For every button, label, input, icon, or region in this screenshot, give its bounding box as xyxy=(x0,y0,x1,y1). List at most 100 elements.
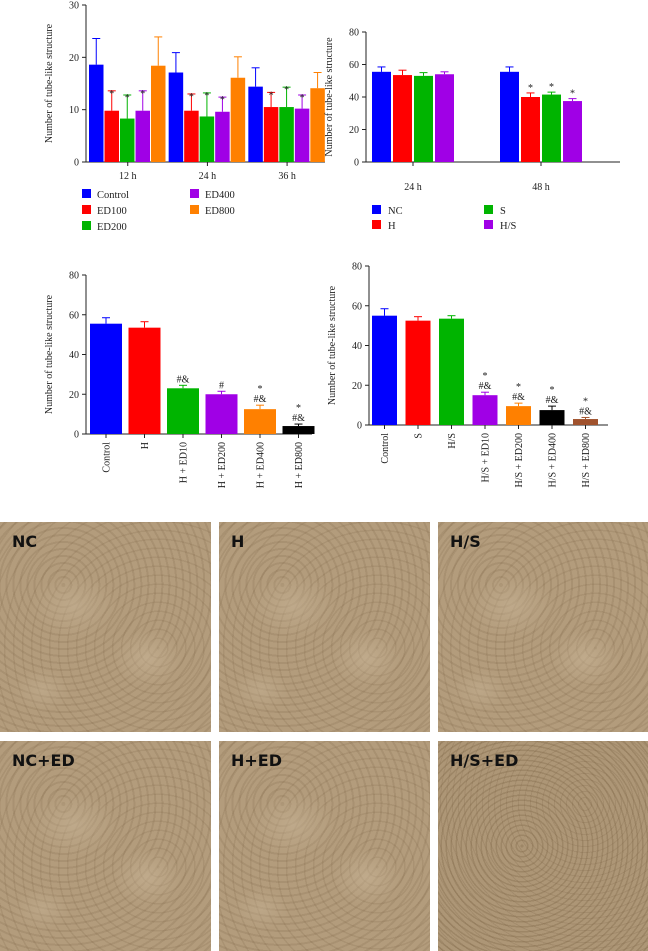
significance-mark: * xyxy=(549,82,554,93)
significance-mark: * xyxy=(269,90,274,101)
x-tick-label: H + ED400 xyxy=(256,442,267,488)
bar xyxy=(230,77,246,162)
y-tick-label: 0 xyxy=(74,158,79,169)
y-tick-label: 20 xyxy=(69,53,79,64)
y-tick-label: 80 xyxy=(349,28,359,39)
y-tick-label: 0 xyxy=(74,430,79,441)
significance-mark: #& xyxy=(479,381,492,392)
y-tick-label: 10 xyxy=(69,105,79,116)
chart-a-y-axis-label: Number of tube-like structure xyxy=(44,23,55,143)
significance-mark: * xyxy=(204,91,209,102)
bar xyxy=(104,110,119,162)
significance-mark: #& xyxy=(579,406,592,417)
x-tick-label: 24 h xyxy=(199,171,217,182)
bar xyxy=(393,75,412,162)
x-tick-label: S xyxy=(414,433,425,439)
y-tick-label: 40 xyxy=(352,341,362,352)
bar xyxy=(500,71,519,162)
legend-swatch xyxy=(190,189,199,198)
bar xyxy=(215,111,230,162)
bar xyxy=(90,323,122,434)
x-tick-label: H + ED800 xyxy=(294,442,305,488)
bar xyxy=(372,315,397,425)
bar xyxy=(199,116,215,162)
significance-mark: * xyxy=(570,89,575,100)
bar xyxy=(506,406,531,425)
bar xyxy=(573,419,598,425)
charts-figure: 0 10 20 30 Number of tube-like structure * * * 1… xyxy=(44,1,620,488)
legend-swatch xyxy=(82,189,91,198)
y-tick-label: 20 xyxy=(349,125,359,136)
legend-swatch xyxy=(372,220,381,229)
micrograph-label: NC xyxy=(12,532,38,551)
legend-swatch xyxy=(372,205,381,214)
bar xyxy=(167,388,199,434)
bar xyxy=(168,72,184,162)
significance-mark: * xyxy=(550,385,555,396)
significance-mark: * xyxy=(140,89,145,100)
significance-mark: * xyxy=(483,371,488,382)
y-tick-label: 0 xyxy=(357,421,362,432)
x-tick-label: Control xyxy=(380,433,391,464)
bar xyxy=(414,75,433,162)
y-tick-label: 40 xyxy=(69,350,79,361)
chart-c-y-axis-label: Number of tube-like structure xyxy=(44,294,55,414)
x-tick-label: H + ED10 xyxy=(179,442,190,483)
significance-mark: * xyxy=(284,85,289,96)
significance-mark: * xyxy=(300,93,305,104)
x-tick-label: H xyxy=(140,442,151,449)
legend-swatch xyxy=(82,221,91,230)
micrograph-label: NC+ED xyxy=(12,751,75,770)
x-tick-label: Control xyxy=(102,442,113,473)
legend-label: ED100 xyxy=(97,206,127,217)
x-tick-label: 24 h xyxy=(404,182,422,193)
y-tick-label: 60 xyxy=(349,60,359,71)
bar xyxy=(439,318,464,425)
micrograph-label: H+ED xyxy=(231,751,283,770)
significance-mark: * xyxy=(125,93,130,104)
significance-mark: * xyxy=(296,403,301,414)
bar xyxy=(279,107,294,162)
bar xyxy=(372,71,391,162)
y-tick-label: 80 xyxy=(69,271,79,282)
bar xyxy=(435,74,454,162)
bar xyxy=(472,395,498,425)
significance-mark: * xyxy=(189,92,194,103)
y-tick-label: 80 xyxy=(352,262,362,273)
x-tick-label: H/S + ED200 xyxy=(514,433,525,488)
bar xyxy=(128,327,161,434)
y-tick-label: 20 xyxy=(69,390,79,401)
legend-label: ED200 xyxy=(97,222,127,233)
y-tick-label: 60 xyxy=(69,310,79,321)
micrograph-nc-ed: NC+ED xyxy=(0,741,211,951)
significance-mark: #& xyxy=(254,394,267,405)
y-tick-label: 0 xyxy=(354,158,359,169)
y-tick-label: 20 xyxy=(352,381,362,392)
legend-label: S xyxy=(500,206,506,217)
significance-mark: * xyxy=(109,89,114,100)
micrograph-label: H xyxy=(231,532,245,551)
x-tick-label: 36 h xyxy=(278,171,296,182)
legend-label: ED400 xyxy=(205,190,235,201)
legend-label: H xyxy=(388,221,396,232)
bar xyxy=(282,426,315,434)
significance-mark: * xyxy=(528,83,533,94)
significance-mark: * xyxy=(516,382,521,393)
significance-mark: * xyxy=(220,95,225,106)
legend-swatch xyxy=(484,220,493,229)
significance-mark: #& xyxy=(512,392,525,403)
significance-mark: #& xyxy=(546,395,559,406)
bar xyxy=(151,65,166,162)
x-tick-label: H + ED200 xyxy=(217,442,228,488)
chart-b-y-axis-label: Number of tube-like structure xyxy=(324,37,335,157)
x-tick-label: H/S xyxy=(447,433,458,449)
legend-label: Control xyxy=(97,190,129,201)
bar xyxy=(89,64,104,162)
legend-swatch xyxy=(484,205,493,214)
bar xyxy=(405,320,431,425)
micrograph-h-ed: H+ED xyxy=(219,741,430,951)
x-tick-label: 48 h xyxy=(532,182,550,193)
significance-mark: #& xyxy=(177,374,190,385)
legend-swatch xyxy=(190,205,199,214)
y-tick-label: 30 xyxy=(69,1,79,12)
